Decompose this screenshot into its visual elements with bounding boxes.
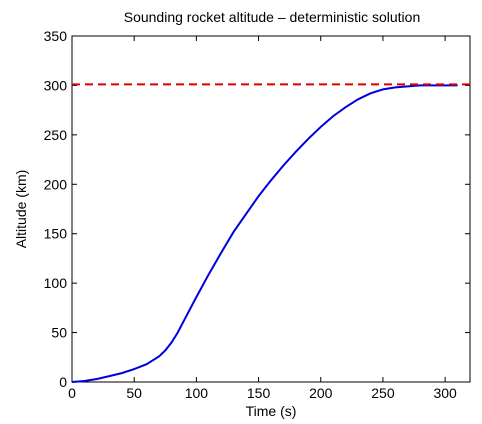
chart-title: Sounding rocket altitude – deterministic… <box>124 9 421 25</box>
y-tick-label: 0 <box>59 374 67 390</box>
x-tick-label: 200 <box>309 385 333 401</box>
altitude-line <box>71 84 458 383</box>
y-tick-label: 350 <box>44 28 68 44</box>
y-tick-label: 200 <box>44 176 68 192</box>
series-group <box>71 83 470 383</box>
y-tick-label: 300 <box>44 77 68 93</box>
y-tick-label: 100 <box>44 275 68 291</box>
axis-ticks: 0 50 100 150 200 250 300 0 50 100 150 200 250 300 350 <box>44 28 470 401</box>
y-axis-label: Altitude (km) <box>13 170 29 249</box>
y-tick-label: 50 <box>51 325 67 341</box>
y-tick-label: 250 <box>44 127 68 143</box>
x-tick-label: 50 <box>126 385 142 401</box>
x-tick-label: 150 <box>247 385 271 401</box>
x-tick-label: 250 <box>371 385 395 401</box>
x-tick-label: 0 <box>68 385 76 401</box>
x-tick-label: 100 <box>185 385 209 401</box>
x-tick-label: 300 <box>433 385 457 401</box>
x-axis-label: Time (s) <box>246 403 297 419</box>
plot-frame <box>71 35 471 383</box>
y-tick-label: 150 <box>44 226 68 242</box>
